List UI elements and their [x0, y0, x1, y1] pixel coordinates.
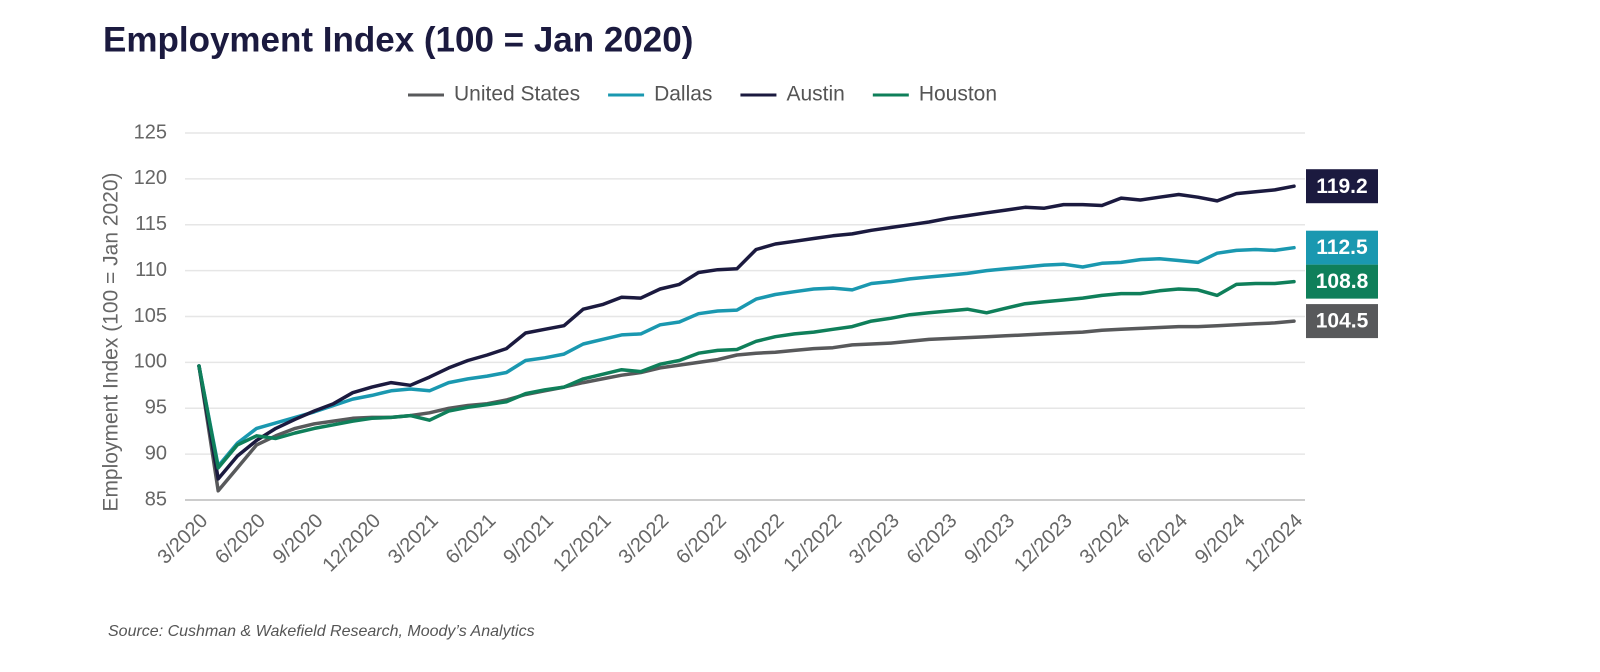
x-tick-label: 12/2024 [1241, 510, 1308, 577]
x-tick-label: 3/2022 [615, 510, 674, 569]
series-line [197, 245, 1296, 468]
end-label: 104.5 [1316, 310, 1369, 333]
y-tick-label: 90 [145, 442, 167, 464]
y-tick-label: 85 [145, 488, 167, 510]
end-label-box [1306, 264, 1378, 299]
x-tick-label: 12/2022 [780, 510, 847, 577]
y-tick-label: 120 [134, 167, 167, 189]
legend: United States Dallas Austin Houston [408, 83, 997, 106]
end-label-box [1306, 304, 1378, 339]
x-tick-label: 6/2023 [903, 510, 962, 569]
legend-label: Dallas [654, 83, 712, 106]
end-label-box [1306, 169, 1378, 204]
end-label-box [1306, 230, 1378, 265]
x-tick-label: 6/2022 [672, 510, 731, 569]
legend-label: United States [454, 83, 580, 106]
end-label: 108.8 [1316, 270, 1369, 293]
end-label: 112.5 [1316, 236, 1368, 259]
x-tick-label: 3/2020 [153, 510, 212, 569]
x-tick-label: 6/2024 [1133, 510, 1192, 569]
series-line [197, 184, 1296, 481]
x-tick-label: 12/2021 [549, 510, 616, 577]
legend-label: Austin [786, 83, 844, 106]
series-line [197, 279, 1296, 470]
y-tick-label: 105 [134, 305, 167, 327]
x-tick-label: 3/2023 [845, 510, 904, 569]
x-tick-label: 6/2021 [442, 510, 501, 569]
x-tick-label: 3/2021 [384, 510, 443, 569]
y-tick-label: 95 [145, 397, 167, 419]
source-note: Source: Cushman & Wakefield Research, Mo… [108, 623, 535, 640]
y-tick-label: 100 [134, 351, 167, 373]
y-axis-label: Employment Index (100 = Jan 2020) [100, 172, 123, 511]
legend-label: Houston [919, 83, 997, 106]
x-tick-label: 12/2023 [1010, 510, 1077, 577]
y-tick-label: 110 [135, 259, 167, 281]
x-tick-label: 6/2020 [211, 510, 270, 569]
x-tick-label: 12/2020 [318, 510, 385, 577]
y-tick-label: 115 [135, 213, 167, 235]
end-label: 119.2 [1316, 175, 1367, 198]
chart-title: Employment Index (100 = Jan 2020) [103, 20, 693, 59]
y-tick-label: 125 [134, 121, 167, 143]
x-tick-label: 3/2024 [1076, 510, 1135, 569]
